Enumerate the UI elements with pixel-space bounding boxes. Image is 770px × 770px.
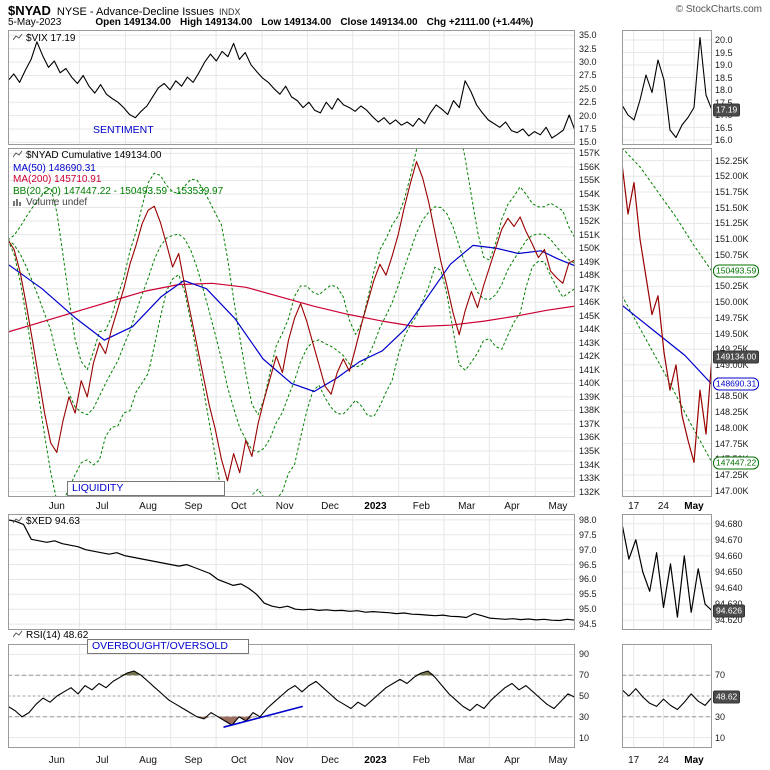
liquidity-annotation: LIQUIDITY xyxy=(67,481,225,496)
nyad-legend-ma200: MA(200) 145710.91 xyxy=(13,174,102,185)
stockcharts-credit-link[interactable]: © StockCharts.com xyxy=(675,4,762,15)
nyad-legend-volume: Volume undef xyxy=(26,197,88,208)
overbought-oversold-annotation: OVERBOUGHT/OVERSOLD xyxy=(87,639,249,654)
xed-legend-label: $XED 94.63 xyxy=(26,516,80,527)
vix-legend: $VIX 17.19 xyxy=(12,33,76,46)
sentiment-annotation: SENTIMENT xyxy=(93,124,154,136)
chg-label: Chg xyxy=(426,17,447,28)
line-chart-icon xyxy=(12,630,23,643)
index-type: INDX xyxy=(219,7,241,17)
chg-value: +2111.00 (+1.44%) xyxy=(448,17,534,28)
nyad-legend-ma50: MA(50) 148690.31 xyxy=(13,162,96,174)
low-label: Low xyxy=(261,17,282,28)
close-value: 149134.00 xyxy=(370,17,418,28)
rsi-legend-label: RSI(14) 48.62 xyxy=(26,630,89,641)
index-name: NYSE - Advance-Decline Issues xyxy=(56,6,215,18)
xed-legend: $XED 94.63 xyxy=(12,516,80,529)
line-chart-icon xyxy=(12,33,23,46)
low-value: 149134.00 xyxy=(284,17,332,28)
histogram-icon xyxy=(13,197,23,210)
nyad-legend: $NYAD Cumulative 149134.00 MA(50) 148690… xyxy=(12,150,224,210)
chart-header: $NYAD NYSE - Advance-Decline Issues INDX xyxy=(8,2,241,20)
high-value: 149134.00 xyxy=(204,17,253,28)
rsi-legend: RSI(14) 48.62 xyxy=(12,630,89,643)
nyad-legend-bb: BB(20,2.0) 147447.22 - 150493.59 - 15353… xyxy=(13,185,224,197)
symbol: $NYAD xyxy=(8,3,51,18)
line-chart-icon xyxy=(12,150,23,163)
close-label: Close xyxy=(340,17,368,28)
line-chart-icon xyxy=(12,516,23,529)
quote-row: 5-May-2023 Open 149134.00 High 149134.00 Lo… xyxy=(8,17,542,28)
open-value: 149134.00 xyxy=(123,17,171,28)
high-label: High xyxy=(179,17,203,28)
nyad-legend-price: $NYAD Cumulative 149134.00 xyxy=(26,150,162,161)
quote-date: 5-May-2023 xyxy=(8,17,62,28)
open-label: Open xyxy=(95,17,121,28)
vix-legend-label: $VIX 17.19 xyxy=(26,33,76,44)
